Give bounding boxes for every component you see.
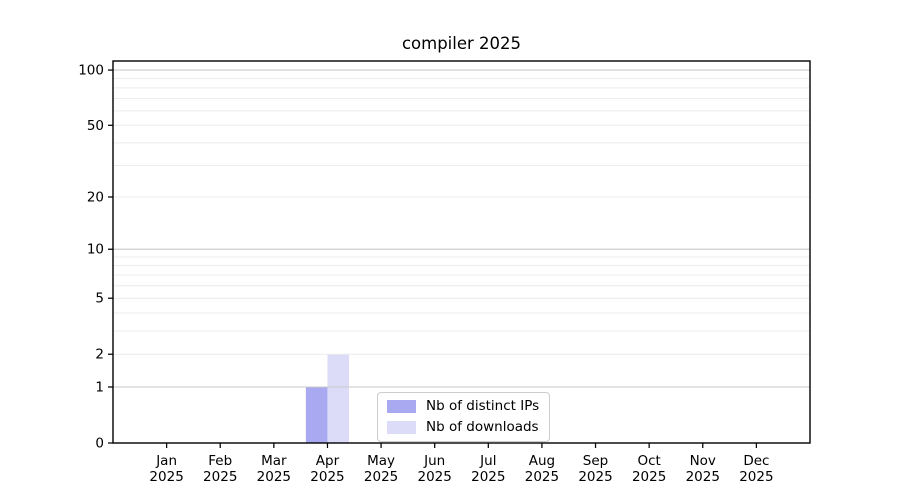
x-tick-label-year: 2025: [578, 469, 612, 485]
x-tick-label-year: 2025: [203, 469, 237, 485]
x-tick-label-year: 2025: [739, 469, 773, 485]
x-tick-label-month: May: [367, 453, 395, 469]
x-tick-label-year: 2025: [632, 469, 666, 485]
x-tick-label-year: 2025: [686, 469, 720, 485]
x-tick-label-month: Aug: [529, 453, 555, 469]
x-tick-label-month: Nov: [690, 453, 716, 469]
y-tick-label: 1: [95, 379, 104, 395]
legend-label-downloads: Nb of downloads: [426, 419, 539, 435]
x-tick-label-year: 2025: [310, 469, 344, 485]
x-tick-label-year: 2025: [418, 469, 452, 485]
bar-downloads-apr: [327, 354, 350, 443]
chart-title: compiler 2025: [401, 34, 522, 53]
y-tick-label: 100: [78, 63, 104, 79]
y-tick-label: 50: [87, 118, 104, 134]
y-tick-label: 2: [95, 347, 104, 363]
legend-swatch-distinct-ips: [387, 399, 416, 413]
legend: Nb of distinct IPs Nb of downloads: [377, 392, 551, 442]
x-tick-label-year: 2025: [525, 469, 559, 485]
x-tick-label-year: 2025: [471, 469, 505, 485]
x-tick-label-month: Jan: [155, 453, 177, 469]
x-tick-label-month: Jul: [479, 453, 496, 469]
x-tick-label-month: Apr: [316, 453, 340, 469]
axes-frame: [112, 60, 811, 444]
legend-swatch-downloads: [387, 420, 416, 434]
x-tick-label-month: Jun: [423, 453, 445, 469]
y-tick-label: 5: [95, 291, 104, 307]
x-tick-label-month: Dec: [743, 453, 769, 469]
x-tick-label-year: 2025: [149, 469, 183, 485]
legend-item-downloads: Nb of downloads: [387, 419, 539, 435]
legend-label-distinct-ips: Nb of distinct IPs: [426, 398, 540, 414]
y-tick-label: 0: [95, 436, 104, 452]
y-tick-label: 20: [87, 189, 104, 205]
bar-distinct-ips-apr: [305, 386, 328, 443]
x-tick-label-month: Feb: [208, 453, 232, 469]
legend-item-distinct-ips: Nb of distinct IPs: [387, 398, 539, 414]
x-tick-label-year: 2025: [257, 469, 291, 485]
x-tick-label-month: Oct: [637, 453, 660, 469]
x-tick-label-month: Mar: [261, 453, 287, 469]
x-tick-label-month: Sep: [583, 453, 608, 469]
x-tick-label-year: 2025: [364, 469, 398, 485]
y-tick-label: 10: [87, 242, 104, 258]
